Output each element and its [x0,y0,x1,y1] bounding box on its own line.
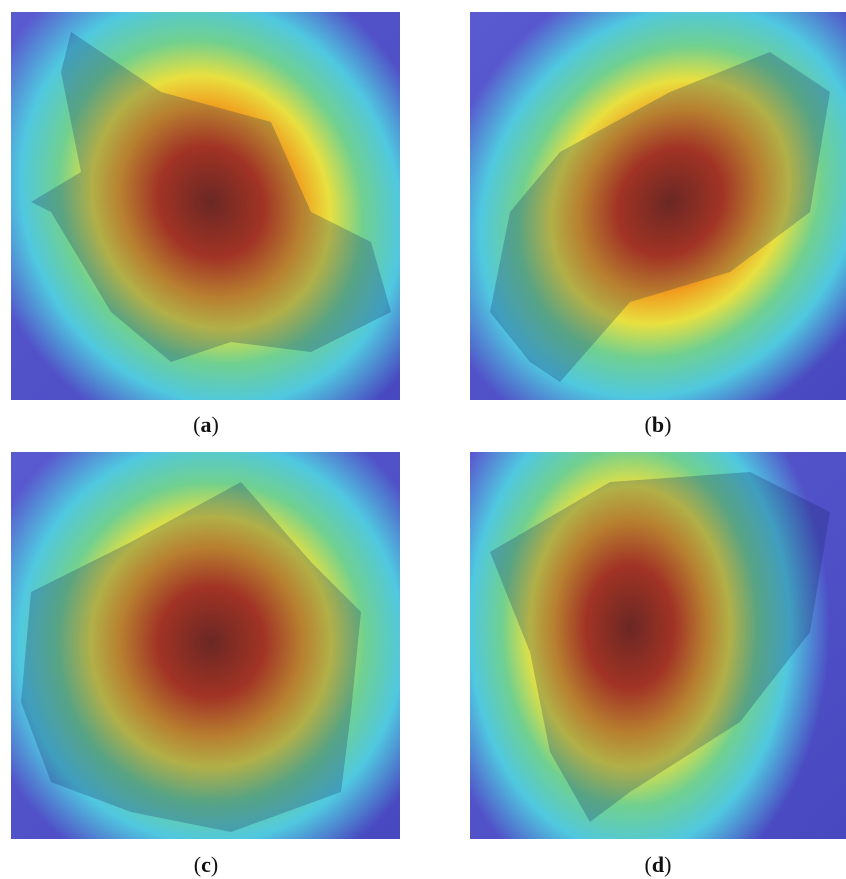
heatmap-image [470,452,846,839]
caption: (b) [463,412,846,438]
caption-open: ( [194,852,201,877]
caption-close: ) [212,412,219,437]
caption-open: ( [193,412,200,437]
caption-open: ( [645,412,652,437]
caption-letter: b [652,412,664,437]
caption-letter: d [652,852,664,877]
caption-close: ) [664,852,671,877]
heatmap-image [11,12,400,400]
heatmap-image [11,452,400,839]
caption-open: ( [645,852,652,877]
caption-letter: c [201,852,211,877]
page: {"figure": {"panels": [ {"caption": ["("… [0,0,846,879]
caption-close: ) [211,852,218,877]
caption: (d) [463,852,846,878]
heatmap-image [470,12,846,400]
caption: (a) [11,412,401,438]
caption-close: ) [664,412,671,437]
caption: (c) [11,852,401,878]
caption-letter: a [201,412,212,437]
